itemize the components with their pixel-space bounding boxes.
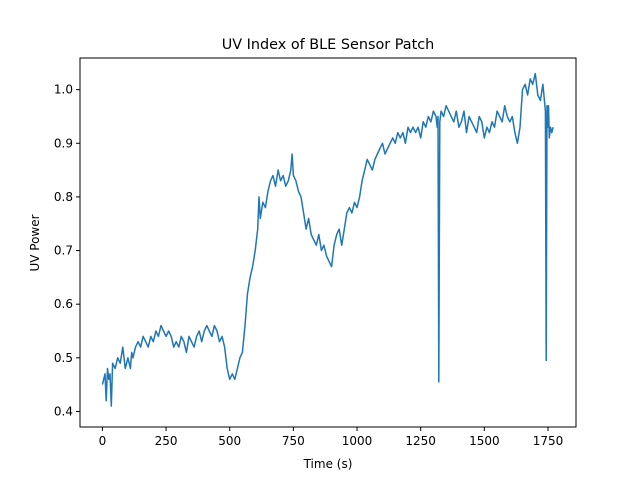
y-tick-label: 1.0 — [54, 83, 73, 97]
y-tick-label: 0.5 — [54, 351, 73, 365]
x-tick-label: 750 — [282, 434, 305, 448]
x-tick-label: 0 — [99, 434, 107, 448]
x-tick-label: 1250 — [405, 434, 436, 448]
y-axis-label: UV Power — [28, 214, 42, 271]
y-axis-ticks: 0.4 0.5 0.6 0.7 0.8 0.9 1.0 — [54, 83, 80, 418]
x-tick-label: 1000 — [342, 434, 373, 448]
x-tick-label: 1500 — [469, 434, 500, 448]
y-tick-label: 0.4 — [54, 404, 73, 418]
y-tick-label: 0.6 — [54, 297, 73, 311]
plot-area — [79, 57, 577, 428]
x-tick-label: 1750 — [533, 434, 564, 448]
chart-title: UV Index of BLE Sensor Patch — [222, 37, 435, 53]
x-tick-label: 250 — [155, 434, 178, 448]
y-tick-label: 0.8 — [54, 190, 73, 204]
uv-power-series-line — [101, 72, 554, 407]
axes-frame — [79, 57, 577, 428]
x-tick-label: 500 — [218, 434, 241, 448]
x-axis-ticks: 0 250 500 750 1000 1250 1500 1750 — [99, 427, 564, 448]
y-tick-label: 0.9 — [54, 136, 73, 150]
x-axis-label: Time (s) — [303, 457, 353, 471]
y-tick-label: 0.7 — [54, 244, 73, 258]
